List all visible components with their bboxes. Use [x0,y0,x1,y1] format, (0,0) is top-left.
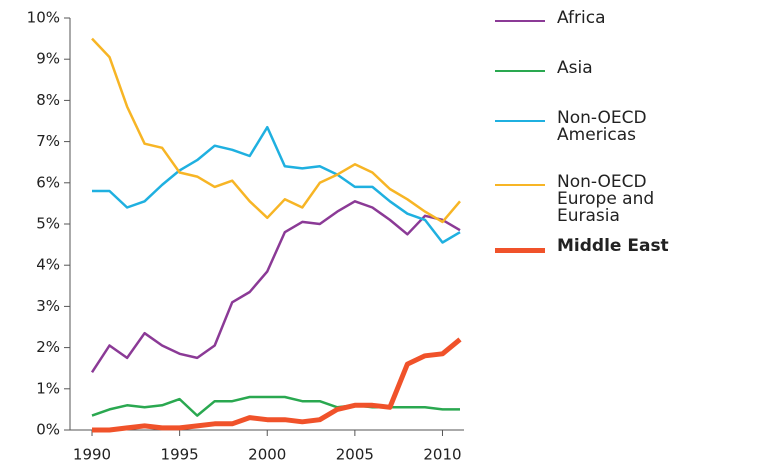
x-tick-label: 2010 [423,446,461,464]
legend-swatch [495,248,545,253]
y-tick-label: 3% [36,297,60,315]
y-tick-label: 8% [36,91,60,109]
legend-item: Non-OECD Americas [495,110,699,144]
legend-swatch [495,20,545,22]
x-tick-label: 2000 [248,446,286,464]
legend-item: Africa [495,10,699,27]
y-tick-label: 7% [36,132,60,150]
legend-label: Non-OECD Europe and Eurasia [557,172,655,226]
series-line [92,125,461,244]
legend-item: Middle East [495,238,699,255]
y-tick-label: 4% [36,256,60,274]
series-line [91,395,460,417]
series-line [91,37,461,224]
legend-swatch [495,184,545,186]
y-tick-label: 1% [36,379,60,397]
series-line [92,337,462,433]
legend-item: Asia [495,60,699,77]
legend-swatch [495,120,545,122]
legend-label: Asia [557,58,593,78]
legend-label: Africa [557,8,606,28]
legend-swatch [495,70,545,72]
legend-label: Middle East [557,236,669,256]
y-tick-label: 9% [36,50,60,68]
y-tick-label: 6% [36,173,60,191]
y-tick-label: 2% [36,338,60,356]
x-tick-label: 2005 [336,446,374,464]
series-line [90,200,461,373]
y-tick-label: 10% [27,9,60,27]
legend-item: Non-OECD Europe and Eurasia [495,174,699,225]
x-tick-label: 1995 [161,446,199,464]
y-tick-label: 5% [36,215,60,233]
legend-label: Non-OECD Americas [557,108,647,145]
x-tick-label: 1990 [73,446,111,464]
y-tick-label: 0% [36,421,60,439]
